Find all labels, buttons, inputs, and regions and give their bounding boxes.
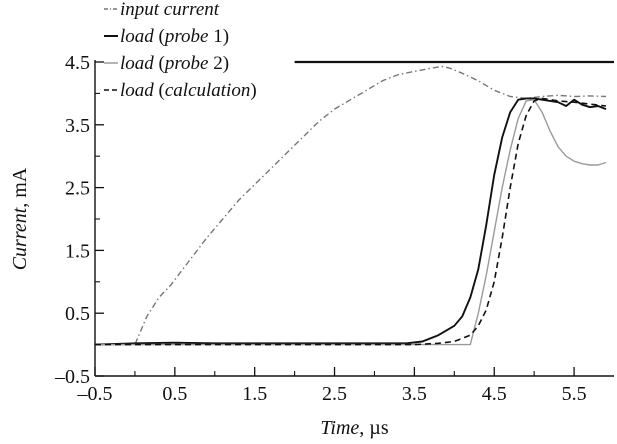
series-line-1 xyxy=(95,65,607,346)
x-tick-label: 2.5 xyxy=(322,383,347,405)
x-axis-title-unit: , µs xyxy=(359,417,389,439)
x-axis-title-main: Time xyxy=(320,417,359,439)
ticks: –0.5 0.5 1.5 2.5 3.5 4.5 –0.5 0.5 1.5 2.5 3.5 4.5 5.… xyxy=(54,52,587,405)
legend-item-probe-2: load (probe 2) xyxy=(104,53,229,74)
x-tick-label: 1.5 xyxy=(242,383,267,405)
y-axis-title: Current, mA xyxy=(9,167,31,270)
y-tick-label: 4.5 xyxy=(65,52,90,74)
x-tick-label: 4.5 xyxy=(482,383,507,405)
legend-item-calculation: load (calculation) xyxy=(104,80,257,101)
y-axis-title-unit: , mA xyxy=(9,167,31,208)
axes xyxy=(94,60,614,377)
series-line-4 xyxy=(95,97,607,346)
y-tick-label: 3.5 xyxy=(65,115,90,137)
x-tick-label: 0.5 xyxy=(162,383,187,405)
y-tick-label: –0.5 xyxy=(54,366,90,388)
x-tick-label: 3.5 xyxy=(402,383,427,405)
y-axis-title-main: Current xyxy=(9,207,31,270)
legend-label-probe-2: load (probe 2) xyxy=(120,53,229,74)
legend-item-input-current: input current xyxy=(104,0,220,20)
y-tick-label: 1.5 xyxy=(65,240,90,262)
x-axis-title: Time, µs xyxy=(320,417,388,439)
y-tick-label: 0.5 xyxy=(65,303,90,325)
plot-area xyxy=(94,60,614,346)
x-tick-label: –0.5 xyxy=(77,383,113,405)
legend: input current load (probe 1) load (probe… xyxy=(104,0,257,101)
series-line-3 xyxy=(95,99,607,346)
legend-label-probe-1: load (probe 1) xyxy=(120,26,229,47)
legend-label-input-current: input current xyxy=(120,0,220,20)
series-line-2 xyxy=(94,97,607,346)
legend-item-probe-1: load (probe 1) xyxy=(104,26,229,47)
y-tick-label: 2.5 xyxy=(65,178,90,200)
legend-label-calculation: load (calculation) xyxy=(120,80,257,101)
x-tick-label: 5.5 xyxy=(562,383,587,405)
